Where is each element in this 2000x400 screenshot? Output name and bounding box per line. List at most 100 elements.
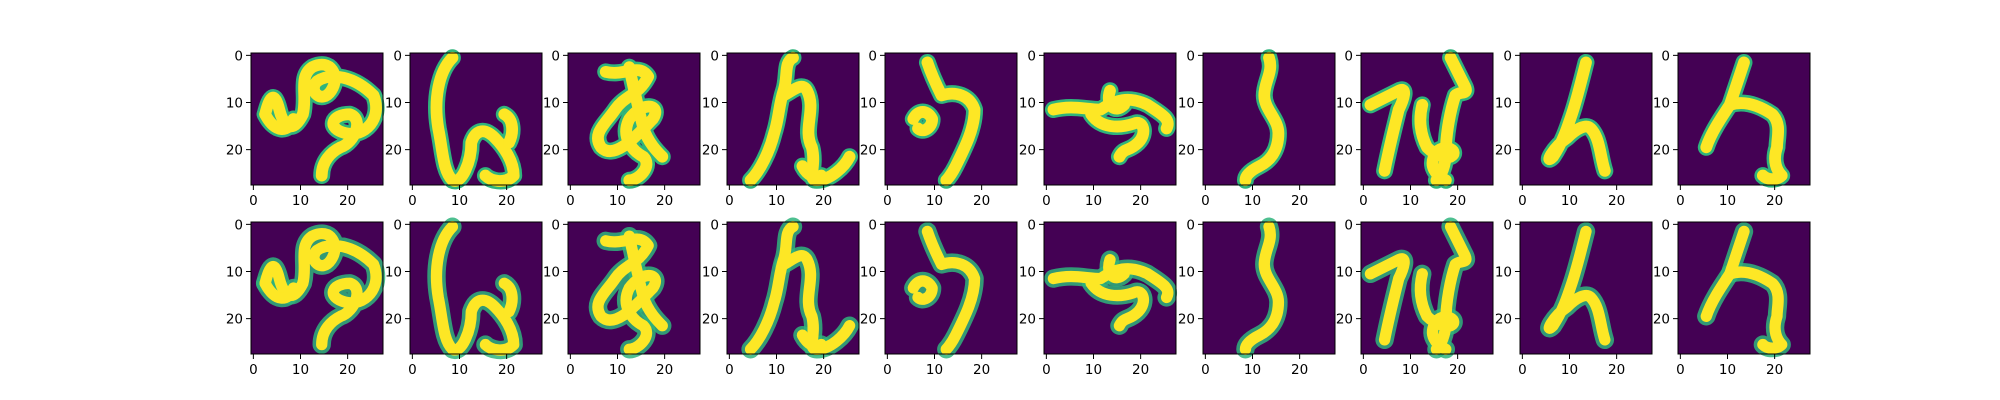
glyph-4 <box>741 217 859 359</box>
subplot-original-1: 0 10 20 0 10 20 <box>226 48 385 209</box>
y-tick-label: 0 <box>1186 217 1195 233</box>
glyph-stroke <box>1430 51 1472 187</box>
axes-frame <box>1360 52 1494 186</box>
x-tick-label: 0 <box>1676 362 1685 378</box>
glyph-stroke <box>1364 253 1410 346</box>
x-tick-label: 0 <box>883 362 892 378</box>
glyph-10 <box>1697 222 1791 358</box>
x-tick-label: 20 <box>973 362 990 378</box>
axes-frame <box>250 52 384 186</box>
y-tick-label: 20 <box>702 312 719 328</box>
glyph-2 <box>428 49 523 190</box>
glyph-5 <box>904 53 984 189</box>
y-tick-label: 10 <box>1336 96 1353 112</box>
axes-frame <box>1043 52 1177 186</box>
y-tick-label: 20 <box>1019 143 1036 159</box>
x-tick-label: 0 <box>1518 193 1527 209</box>
x-tick-label: 0 <box>249 362 258 378</box>
x-tick-label: 20 <box>339 193 356 209</box>
y-tick-label: 10 <box>1178 265 1195 281</box>
x-tick-label: 0 <box>1201 193 1210 209</box>
y-tick-label: 20 <box>543 312 560 328</box>
glyph-stroke <box>907 106 939 137</box>
glyph-6 <box>1044 82 1177 166</box>
y-tick-label: 0 <box>234 217 243 233</box>
x-tick-label: 20 <box>1766 193 1783 209</box>
y-tick-label: 20 <box>385 312 402 328</box>
subplot-original-3: 0 10 20 0 10 20 <box>543 48 701 209</box>
glyph-stroke <box>1364 84 1410 177</box>
glyph-stroke <box>777 250 856 355</box>
glyph-stroke <box>623 230 668 332</box>
y-tick-label: 0 <box>393 48 402 64</box>
y-tick-label: 10 <box>1336 265 1353 281</box>
glyph-1 <box>255 224 386 354</box>
subplot-reconstruction-1: 0 10 20 0 10 20 <box>226 217 386 378</box>
subplot-reconstruction-4: 0 10 20 0 10 20 <box>702 217 860 378</box>
x-tick-label: 0 <box>408 193 417 209</box>
glyph-3 <box>588 226 672 359</box>
glyph-stroke <box>1543 225 1611 346</box>
x-tick-label: 20 <box>1449 362 1466 378</box>
axes-frame <box>1202 221 1336 355</box>
x-tick-label: 20 <box>815 193 832 209</box>
subplot-reconstruction-10: 0 10 20 0 10 20 <box>1653 217 1811 378</box>
x-tick-label: 20 <box>656 362 673 378</box>
y-tick-label: 0 <box>710 48 719 64</box>
axes-frame <box>726 221 860 355</box>
y-tick-label: 10 <box>1019 265 1036 281</box>
glyph-stroke <box>592 233 661 355</box>
glyph-stroke <box>1103 254 1130 284</box>
x-tick-label: 20 <box>1132 362 1149 378</box>
y-tick-label: 10 <box>385 265 402 281</box>
x-tick-label: 0 <box>566 362 575 378</box>
x-tick-label: 0 <box>883 193 892 209</box>
glyph-8 <box>1361 49 1475 189</box>
y-tick-label: 10 <box>1019 96 1036 112</box>
axes-frame <box>409 52 543 186</box>
glyph-6 <box>1044 250 1177 335</box>
x-tick-label: 10 <box>1244 362 1261 378</box>
x-tick-label: 10 <box>1085 193 1102 209</box>
y-tick-label: 0 <box>393 217 402 233</box>
glyph-stroke <box>1430 221 1472 355</box>
y-tick-label: 0 <box>234 48 243 64</box>
glyph-2 <box>427 217 523 360</box>
x-tick-label: 0 <box>249 193 258 209</box>
glyph-stroke <box>1543 56 1611 177</box>
x-tick-label: 0 <box>1518 362 1527 378</box>
x-tick-label: 20 <box>498 362 515 378</box>
x-tick-label: 0 <box>1042 362 1051 378</box>
x-tick-label: 10 <box>1561 193 1578 209</box>
y-tick-label: 10 <box>226 265 243 281</box>
x-tick-label: 0 <box>1676 193 1685 209</box>
glyph-1 <box>256 56 385 185</box>
glyph-stroke <box>796 160 828 184</box>
subplot-original-6: 0 10 20 0 10 20 <box>1019 48 1177 209</box>
y-tick-label: 20 <box>226 312 243 328</box>
axes-frame <box>1043 221 1177 355</box>
subplot-original-10: 0 10 20 0 10 20 <box>1653 48 1811 209</box>
glyph-4 <box>742 49 859 189</box>
x-tick-label: 20 <box>498 193 515 209</box>
x-tick-label: 10 <box>609 362 626 378</box>
x-tick-label: 10 <box>1402 193 1419 209</box>
x-tick-label: 0 <box>566 193 575 209</box>
image-grid: 0 10 20 0 10 20 0 10 20 0 10 20 0 10 20 0 10 20 0 10 20 0 10 20… <box>226 48 1811 378</box>
y-tick-label: 10 <box>702 265 719 281</box>
subplot-reconstruction-3: 0 10 20 0 10 20 <box>543 217 701 378</box>
y-tick-label: 10 <box>543 96 560 112</box>
y-tick-label: 10 <box>702 96 719 112</box>
subplot-reconstruction-7: 0 10 20 0 10 20 <box>1178 217 1336 378</box>
glyph-stroke <box>1239 221 1285 355</box>
y-tick-label: 0 <box>868 48 877 64</box>
glyph-stroke <box>1102 84 1131 115</box>
axes-frame <box>884 221 1018 355</box>
x-tick-label: 10 <box>1719 362 1736 378</box>
x-tick-label: 0 <box>1359 362 1368 378</box>
y-tick-label: 10 <box>385 96 402 112</box>
x-tick-label: 10 <box>292 193 309 209</box>
x-tick-label: 20 <box>1291 362 1308 378</box>
glyph-stroke <box>907 275 938 305</box>
